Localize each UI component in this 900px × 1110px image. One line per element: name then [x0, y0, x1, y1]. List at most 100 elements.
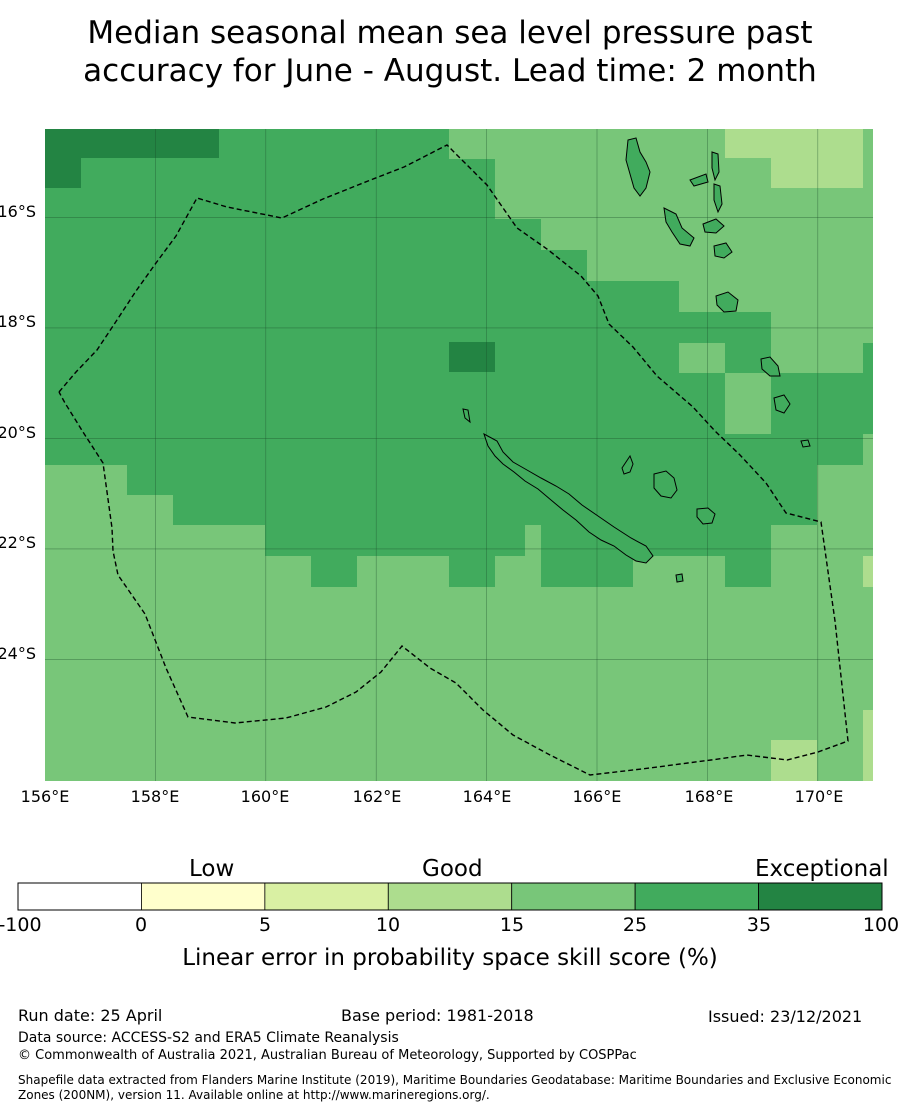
colorbar-segment	[634, 882, 759, 911]
skill-grid	[45, 129, 873, 781]
skill-cell-25-35	[403, 525, 493, 556]
legend-tick: 100	[862, 914, 900, 936]
colorbar-segment	[758, 882, 883, 911]
skill-cell-25-35	[403, 434, 863, 465]
lat-label-18s: 18°S	[0, 312, 36, 331]
loyalty-island-mare	[696, 507, 716, 525]
vanuatu-maewo	[711, 151, 720, 182]
skill-cell-15-25	[679, 343, 725, 373]
lon-label-162e: 162°E	[352, 787, 402, 806]
colorbar-segment	[264, 882, 389, 911]
title-line-1: Median seasonal mean sea level pressure …	[87, 15, 813, 51]
lon-label-168e: 168°E	[684, 787, 734, 806]
skill-cell-10-15	[771, 740, 817, 781]
colorbar-segment	[141, 882, 266, 911]
lon-label-156e: 156°E	[20, 787, 70, 806]
skill-cell-15-25	[725, 373, 771, 403]
skill-cell-25-35	[403, 312, 771, 343]
colorbar-segment	[387, 882, 513, 911]
colorbar-segment	[17, 882, 142, 911]
vanuatu-ambae	[689, 173, 709, 187]
data-source: Data source: ACCESS-S2 and ERA5 Climate …	[18, 1030, 399, 1046]
legend-tick: -100	[0, 914, 42, 936]
new-caledonia-island	[483, 432, 654, 564]
skill-cell-25-35	[311, 556, 357, 587]
colorbar-label: Linear error in probability space skill …	[182, 945, 718, 971]
islands	[462, 137, 811, 583]
skill-cell-35-100	[45, 158, 81, 188]
skill-cell-25-35	[403, 129, 449, 159]
legend-tick: 15	[499, 914, 525, 936]
vanuatu-pentecost	[713, 183, 723, 214]
legend-category-good: Good	[422, 856, 483, 882]
eez-boundary-line	[58, 144, 849, 776]
skill-cell-25-35	[173, 495, 403, 525]
vanuatu-aneityum	[773, 394, 791, 414]
skill-cell-25-35	[541, 556, 633, 587]
skill-cell-25-35	[541, 525, 771, 556]
lon-label-166e: 166°E	[572, 787, 622, 806]
legend-tick: 10	[375, 914, 401, 936]
vanuatu-efate	[713, 242, 733, 259]
eez-boundary	[58, 144, 849, 776]
skill-cell-10-15	[725, 129, 863, 158]
skill-cell-25-35	[403, 495, 817, 525]
skill-cell-25-35	[403, 159, 495, 189]
shapefile-credit-line-1: Shapefile data extracted from Flanders M…	[18, 1073, 892, 1087]
issued-date: Issued: 23/12/2021	[708, 1007, 863, 1026]
base-period: Base period: 1981-2018	[341, 1006, 534, 1025]
skill-cell-25-35	[403, 373, 725, 403]
legend-tick: 25	[622, 914, 648, 936]
skill-cell-25-35	[403, 465, 817, 495]
skill-cell-25-35	[403, 343, 679, 373]
skill-cell-35-100	[449, 342, 495, 372]
colorbar-segment	[511, 882, 636, 911]
lon-label-164e: 164°E	[462, 787, 512, 806]
title-line-2: accuracy for June - August. Lead time: 2…	[83, 53, 817, 89]
lat-label-16s: 16°S	[0, 202, 36, 221]
skill-cell-10-15	[863, 710, 873, 781]
islet-d-entrecasteaux	[462, 408, 471, 424]
vanuatu-tanna	[760, 356, 781, 377]
skill-cell-25-35	[863, 343, 873, 434]
lon-label-158e: 158°E	[130, 787, 180, 806]
colorbar	[17, 882, 883, 911]
lat-label-22s: 22°S	[0, 533, 36, 552]
legend-tick: 35	[746, 914, 772, 936]
lat-label-20s: 20°S	[0, 423, 36, 442]
skill-cell-10-15	[863, 556, 873, 587]
legend-category-low: Low	[189, 856, 235, 882]
legend-tick: 5	[258, 914, 272, 936]
skill-cell-25-35	[45, 129, 403, 465]
islet-walpole	[800, 439, 811, 448]
vanuatu-malekula	[663, 207, 695, 247]
graticule	[45, 129, 873, 781]
skill-cell-25-35	[449, 556, 495, 587]
lon-label-170e: 170°E	[794, 787, 844, 806]
vanuatu-erromango	[715, 291, 739, 313]
page-title: Median seasonal mean sea level pressure …	[0, 14, 900, 90]
vanuatu-ambrym	[702, 218, 725, 234]
skill-cell-35-100	[45, 129, 219, 158]
skill-cell-25-35	[725, 556, 771, 587]
skill-cell-25-35	[403, 189, 495, 219]
skill-cell-25-35	[403, 281, 679, 312]
isle-of-pines	[675, 573, 684, 583]
skill-cell-25-35	[127, 465, 403, 495]
shapefile-credit-line-2: Zones (200NM), version 11. Available onl…	[18, 1088, 490, 1102]
copyright: © Commonwealth of Australia 2021, Austra…	[18, 1048, 637, 1063]
vanuatu-espiritu-santo	[625, 137, 651, 197]
lon-label-160e: 160°E	[240, 787, 290, 806]
skill-cell-25-35	[403, 219, 541, 250]
run-date: Run date: 25 April	[18, 1006, 163, 1025]
legend-category-exceptional: Exceptional	[755, 856, 889, 882]
loyalty-island-lifou	[653, 470, 678, 499]
lat-label-24s: 24°S	[0, 644, 36, 663]
legend-tick: 0	[134, 914, 148, 936]
skill-cell-10-15	[771, 158, 863, 188]
loyalty-island-ouvea	[621, 454, 634, 475]
skill-cell-25-35	[403, 403, 725, 434]
skill-cell-25-35	[403, 250, 587, 281]
colorbar-frame	[17, 882, 883, 911]
